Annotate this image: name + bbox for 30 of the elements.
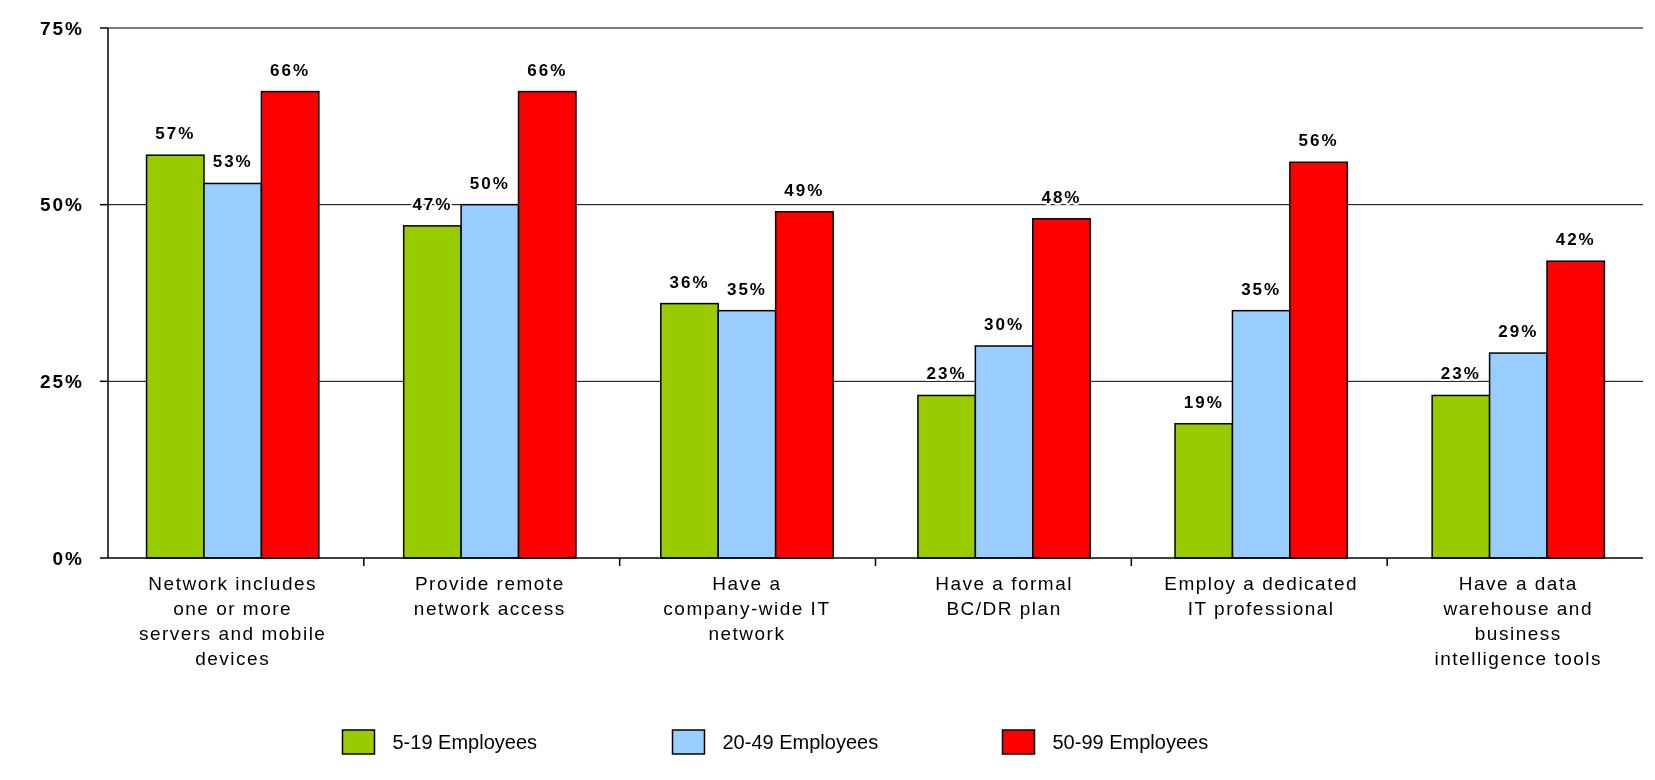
y-tick-label: 75% [39,17,84,39]
data-label: 66% [270,60,311,80]
legend-label: 5-19 Employees [392,731,538,753]
data-label: 35% [726,279,767,299]
legend-label: 20-49 Employees [722,731,879,753]
data-label: 48% [1041,187,1082,207]
y-tick-label: 0% [52,547,84,569]
data-label: 19% [1183,392,1224,412]
x-tick-label: Employ a dedicated IT professional [1164,573,1359,619]
data-label: 35% [1241,279,1282,299]
data-label: 66% [527,60,568,80]
x-tick-label: Have a data warehouse and business intelligence tools [1434,573,1603,669]
x-tick-label: Network includes one or more servers and mobile devices [138,573,327,669]
data-label: 50% [469,173,510,193]
y-tick-label: 25% [39,370,84,392]
data-label: 56% [1298,131,1339,151]
data-label: 36% [669,272,710,292]
data-label: 49% [784,180,825,200]
x-tick-label: Have a formal BC/DR plan [935,573,1073,619]
data-label: 30% [984,315,1025,334]
data-label: 42% [1555,230,1596,250]
data-label: 57% [155,124,196,144]
legend-label: 50-99 Employees [1052,731,1209,753]
data-label: 53% [212,152,253,172]
data-label: 23% [1440,364,1481,384]
data-label: 23% [926,364,967,384]
x-tick-label: Provide remote network access [413,573,566,619]
data-label: 29% [1498,322,1539,342]
y-tick-label: 50% [39,194,84,216]
x-tick-label: Have a company-wide IT network [663,573,831,644]
